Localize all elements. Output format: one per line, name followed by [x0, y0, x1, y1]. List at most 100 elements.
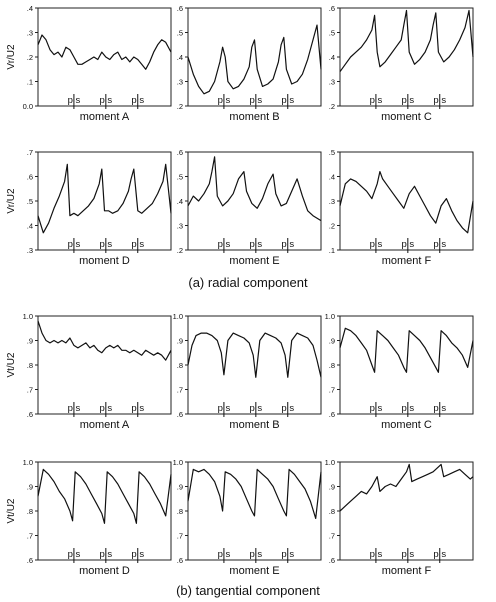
caption-tangential: (b) tangential component [176, 583, 320, 598]
pressure-suction-label: p s [131, 403, 144, 414]
plot-frame [37, 461, 172, 561]
y-tick-label: .3 [27, 246, 33, 255]
y-tick-label: .7 [27, 148, 33, 157]
pressure-suction-label: p s [218, 95, 231, 106]
panel-title: moment F [382, 255, 432, 267]
pressure-suction-label: p s [249, 239, 262, 250]
pressure-suction-label: p s [401, 403, 414, 414]
plot-frame [339, 461, 474, 561]
data-line [187, 24, 322, 95]
pressure-suction-label: p s [68, 239, 81, 250]
data-line [339, 171, 474, 234]
y-tick-label: .8 [329, 361, 335, 370]
pressure-suction-label: p s [281, 403, 294, 414]
pressure-suction-label: p s [218, 239, 231, 250]
pressure-suction-label: p s [249, 95, 262, 106]
pressure-suction-label: p s [433, 239, 446, 250]
y-tick-label: .6 [177, 4, 183, 13]
y-tick-label: 0.0 [23, 102, 33, 111]
y-tick-label: .8 [177, 507, 183, 516]
y-tick-label: .7 [177, 386, 183, 395]
y-tick-label: .2 [329, 222, 335, 231]
y-tick-label: .6 [177, 556, 183, 565]
data-line [339, 9, 474, 73]
plot-frame [37, 151, 172, 251]
y-tick-label: .6 [27, 556, 33, 565]
plot-frame [339, 7, 474, 107]
caption-radial: (a) radial component [188, 275, 308, 290]
y-tick-label: .8 [329, 507, 335, 516]
panel-title: moment C [381, 419, 432, 431]
pressure-suction-label: p s [401, 95, 414, 106]
y-tick-label: .9 [177, 337, 183, 346]
pressure-suction-label: p s [249, 549, 262, 560]
plot-frame [37, 315, 172, 415]
y-tick-label: .9 [27, 483, 33, 492]
panel-title: moment A [80, 111, 130, 123]
pressure-suction-label: p s [281, 239, 294, 250]
data-line [37, 320, 172, 361]
y-tick-label: .5 [177, 29, 183, 38]
y-tick-label: .1 [27, 78, 33, 87]
panel-title: moment E [229, 255, 279, 267]
pressure-suction-label: p s [218, 403, 231, 414]
data-line [187, 156, 322, 222]
pressure-suction-label: p s [68, 403, 81, 414]
y-tick-label: .7 [27, 532, 33, 541]
y-tick-label: .8 [27, 507, 33, 516]
y-tick-label: .9 [177, 483, 183, 492]
y-tick-label: .5 [329, 148, 335, 157]
pressure-suction-label: p s [370, 239, 383, 250]
pressure-suction-label: p s [401, 239, 414, 250]
pressure-suction-label: p s [249, 403, 262, 414]
y-tick-label: .6 [329, 4, 335, 13]
y-tick-label: .4 [27, 222, 33, 231]
y-tick-label: .6 [177, 410, 183, 419]
y-tick-label: .2 [177, 246, 183, 255]
y-tick-label: .7 [27, 386, 33, 395]
panel-title: moment D [79, 255, 130, 267]
data-line [339, 463, 474, 512]
plot-frame [37, 7, 172, 107]
y-tick-label: .5 [27, 197, 33, 206]
pressure-suction-label: p s [68, 95, 81, 106]
y-tick-label: .3 [27, 29, 33, 38]
pressure-suction-label: p s [99, 403, 112, 414]
y-tick-label: .6 [329, 410, 335, 419]
pressure-suction-label: p s [131, 95, 144, 106]
panel-title: moment C [381, 111, 432, 123]
pressure-suction-label: p s [131, 239, 144, 250]
y-tick-label: .5 [329, 29, 335, 38]
y-axis-label: Vr/U2 [6, 188, 17, 214]
data-line [187, 468, 322, 520]
pressure-suction-label: p s [281, 95, 294, 106]
y-tick-label: .3 [177, 222, 183, 231]
y-tick-label: 1.0 [23, 312, 33, 321]
panel-title: moment B [229, 111, 279, 123]
y-axis-label: Vt/U2 [6, 498, 17, 523]
y-tick-label: .7 [329, 532, 335, 541]
y-tick-label: .4 [177, 197, 183, 206]
y-tick-label: .8 [177, 361, 183, 370]
y-tick-label: 1.0 [325, 312, 335, 321]
pressure-suction-label: p s [370, 95, 383, 106]
panel-title: moment E [229, 565, 279, 577]
y-tick-label: 1.0 [173, 458, 183, 467]
pressure-suction-label: p s [218, 549, 231, 560]
y-tick-label: .6 [329, 556, 335, 565]
y-tick-label: .4 [27, 4, 33, 13]
pressure-suction-label: p s [281, 549, 294, 560]
y-tick-label: .9 [329, 483, 335, 492]
y-tick-label: 1.0 [325, 458, 335, 467]
plot-frame [187, 151, 322, 251]
panel-title: moment A [80, 419, 130, 431]
pressure-suction-label: p s [401, 549, 414, 560]
y-tick-label: .6 [27, 173, 33, 182]
y-tick-label: .3 [177, 78, 183, 87]
pressure-suction-label: p s [370, 403, 383, 414]
y-tick-label: .5 [177, 173, 183, 182]
y-tick-label: .2 [329, 102, 335, 111]
data-line [37, 163, 172, 234]
y-tick-label: .4 [329, 173, 335, 182]
y-tick-label: .2 [177, 102, 183, 111]
